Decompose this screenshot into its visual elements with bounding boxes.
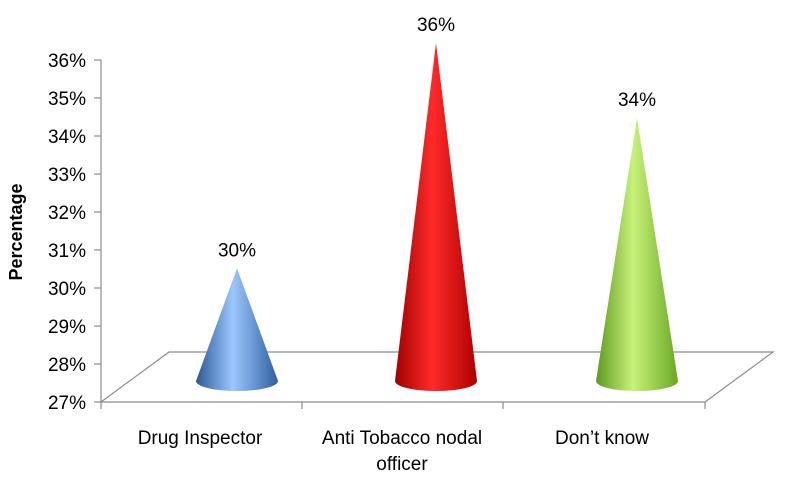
axes: [99, 60, 775, 409]
y-ticks: 27% 28% 29% 30% 31% 32% 33% 34% 35% 36%: [48, 51, 101, 414]
y-tick-label: 31%: [48, 241, 86, 262]
cone-bar-2: [596, 118, 678, 391]
y-tick-label: 28%: [48, 355, 86, 376]
floor-plane: [99, 351, 775, 403]
cone-bar-0: [196, 268, 278, 391]
cone-body: [596, 118, 678, 391]
data-label: 30%: [218, 240, 256, 261]
y-tick-label: 30%: [48, 279, 86, 300]
x-category-label: Anti Tobacco nodal: [322, 428, 482, 449]
cones: 30% 36% 34%: [196, 15, 678, 391]
y-tick-label: 36%: [48, 51, 86, 72]
y-tick-label: 29%: [48, 317, 86, 338]
x-category-label: Don’t know: [555, 428, 649, 449]
data-label: 34%: [618, 90, 656, 111]
y-axis-title: Percentage: [6, 183, 26, 280]
cone-body: [196, 268, 278, 391]
y-tick-label: 34%: [48, 127, 86, 148]
y-tick-label: 32%: [48, 203, 86, 224]
data-label: 36%: [417, 15, 455, 36]
x-category-label: Drug Inspector: [138, 428, 263, 449]
y-tick-label: 35%: [48, 89, 86, 110]
cone-body: [395, 43, 477, 391]
x-category-label: officer: [376, 454, 428, 475]
cone-bar-1: [395, 43, 477, 391]
y-tick-label: 33%: [48, 165, 86, 186]
y-tick-label: 27%: [48, 393, 86, 414]
category-labels: Drug Inspector Anti Tobacco nodal officer D…: [138, 428, 650, 475]
